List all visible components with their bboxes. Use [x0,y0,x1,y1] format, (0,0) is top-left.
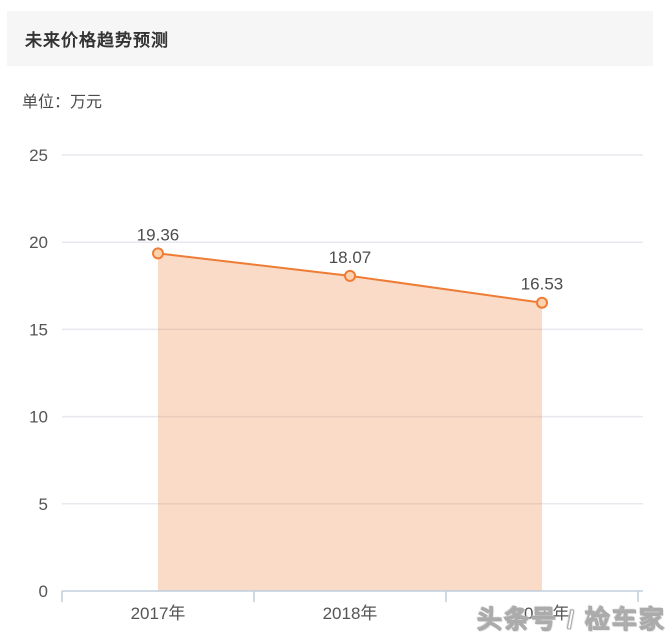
x-axis-category-label: 2017年 [131,604,186,623]
watermark-text: 头条号 / 检车家 [477,606,666,635]
chart-title: 未来价格趋势预测 [25,31,169,50]
x-axis-category-label: 2019年 [515,604,570,623]
y-axis-tick-label: 5 [39,495,48,514]
unit-label: 单位：万元 [22,94,103,111]
y-axis-tick-label: 20 [29,233,48,252]
data-point-marker [152,247,164,260]
data-point-value-label: 19.36 [137,225,180,244]
y-axis-tick-label: 10 [29,408,48,427]
data-point-value-label: 16.53 [521,275,564,294]
data-point-marker [344,269,356,282]
y-axis-tick-label: 0 [39,582,48,601]
data-point-value-label: 18.07 [329,248,372,267]
y-axis-tick-label: 15 [29,320,48,339]
data-point-marker [536,296,548,309]
series-area-fill [158,253,542,591]
x-axis-category-label: 2018年 [323,604,378,623]
y-axis-tick-label: 25 [29,146,48,165]
chart-header: 未来价格趋势预测 [7,11,653,66]
